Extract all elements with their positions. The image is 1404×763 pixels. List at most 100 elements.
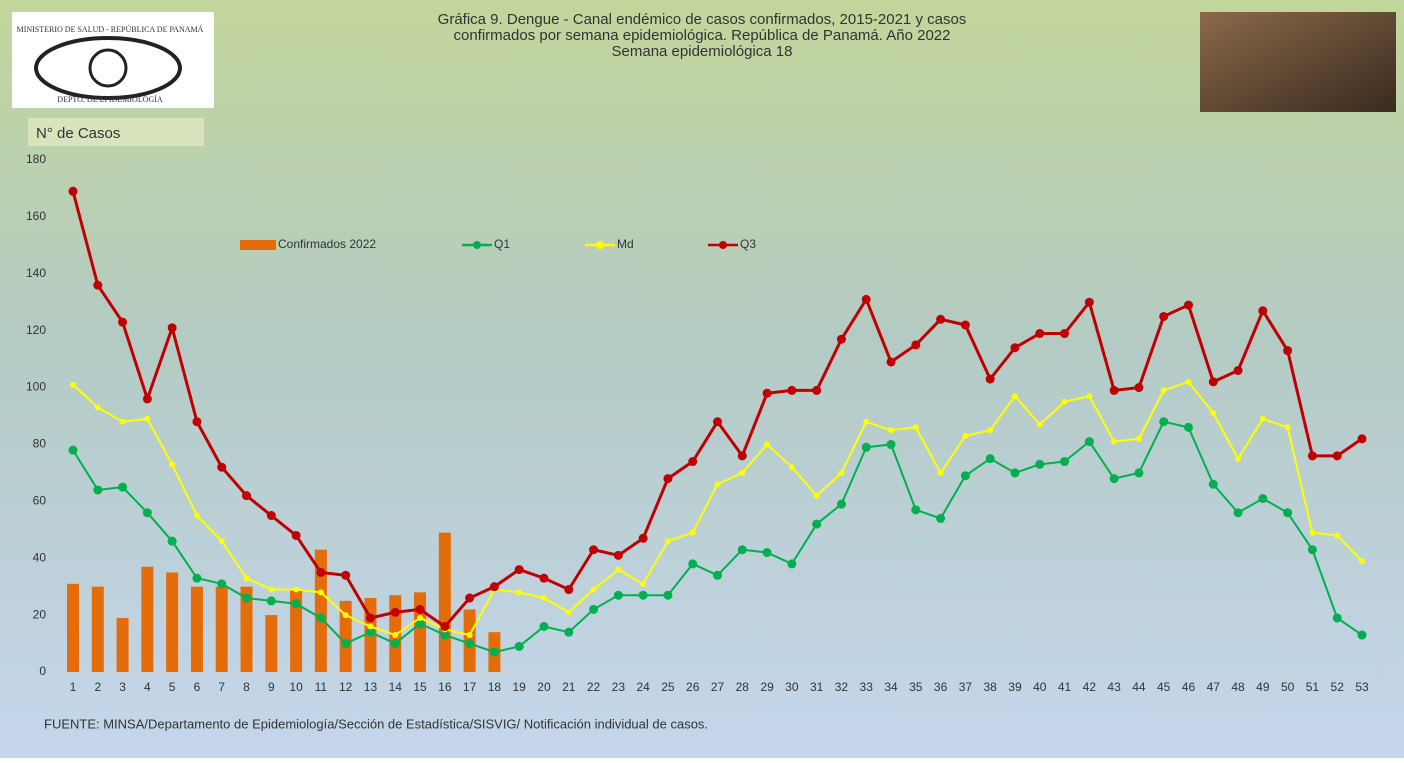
legend-swatch [240,240,276,250]
point [341,639,351,649]
point [516,589,523,596]
x-tick-label: 9 [268,680,275,694]
legend-label: Q3 [740,237,756,251]
point [144,415,151,422]
point [812,385,822,395]
point [962,432,969,439]
point [663,474,673,484]
bar [190,586,203,672]
x-tick-label: 39 [1008,680,1022,694]
point [1134,383,1144,393]
point [886,357,896,367]
point [1359,558,1365,565]
point [365,627,375,637]
point [1235,455,1242,462]
x-tick-label: 1 [70,680,77,694]
point [1210,410,1217,417]
x-tick-label: 24 [636,680,650,694]
point [1233,508,1243,518]
point [1159,417,1169,427]
x-tick-label: 45 [1157,680,1171,694]
y-tick-label: 80 [33,437,47,451]
x-tick-label: 4 [144,680,151,694]
logo-box [12,12,214,108]
x-tick-label: 52 [1331,680,1345,694]
chart-title: Semana epidemiológica 18 [612,43,793,60]
x-tick-label: 53 [1355,680,1369,694]
x-tick-label: 22 [587,680,601,694]
point [169,461,176,468]
point [813,492,820,499]
x-tick-label: 51 [1306,680,1320,694]
point [367,623,374,630]
point [465,639,475,649]
point [1183,300,1193,310]
x-tick-label: 18 [488,680,502,694]
point [589,604,599,614]
point [489,582,499,592]
point [615,566,622,573]
point [118,317,128,327]
point [415,619,425,629]
x-tick-label: 19 [513,680,527,694]
x-tick-label: 5 [169,680,176,694]
x-tick-label: 15 [413,680,427,694]
point [713,417,722,427]
point [1135,435,1142,442]
point [787,385,797,395]
bar [141,566,154,672]
y-tick-label: 180 [26,152,46,166]
point [390,639,400,649]
point [1258,306,1268,316]
point [1307,451,1317,461]
point [1111,438,1118,445]
point [242,593,252,603]
point [440,621,450,631]
x-tick-label: 10 [289,680,303,694]
point [539,573,549,583]
y-tick-label: 160 [26,209,46,223]
bar [91,586,104,672]
point [1357,434,1367,444]
y-axis-label: N° de Casos [36,125,120,142]
point [68,445,78,455]
point [1035,459,1045,469]
point [192,573,202,583]
point [1086,393,1093,400]
point [764,441,771,448]
x-tick-label: 33 [860,680,874,694]
bar [290,589,303,672]
x-tick-label: 14 [389,680,403,694]
point [342,612,349,619]
point [590,586,597,593]
point [1185,378,1192,385]
point [1259,415,1266,422]
point [1332,451,1342,461]
point [886,439,896,449]
point [638,533,648,543]
legend-swatch [719,241,727,249]
point [70,381,76,388]
point [316,613,326,623]
point [689,529,696,536]
point [1036,421,1043,428]
bar [414,592,427,672]
bar [438,532,451,672]
point [836,334,846,344]
point [638,590,648,600]
x-tick-label: 28 [736,680,750,694]
point [242,491,252,501]
bar [265,615,278,672]
point [1332,613,1342,623]
point [440,630,450,640]
bar [339,600,352,672]
x-tick-label: 38 [983,680,997,694]
point [911,505,921,515]
x-tick-label: 30 [785,680,799,694]
point [985,374,995,384]
logo: MINISTERIO DE SALUD - REPÚBLICA DE PANAM… [12,12,214,108]
point [1258,493,1268,503]
point [1060,457,1070,467]
x-tick-label: 16 [438,680,452,694]
x-tick-label: 13 [364,680,378,694]
